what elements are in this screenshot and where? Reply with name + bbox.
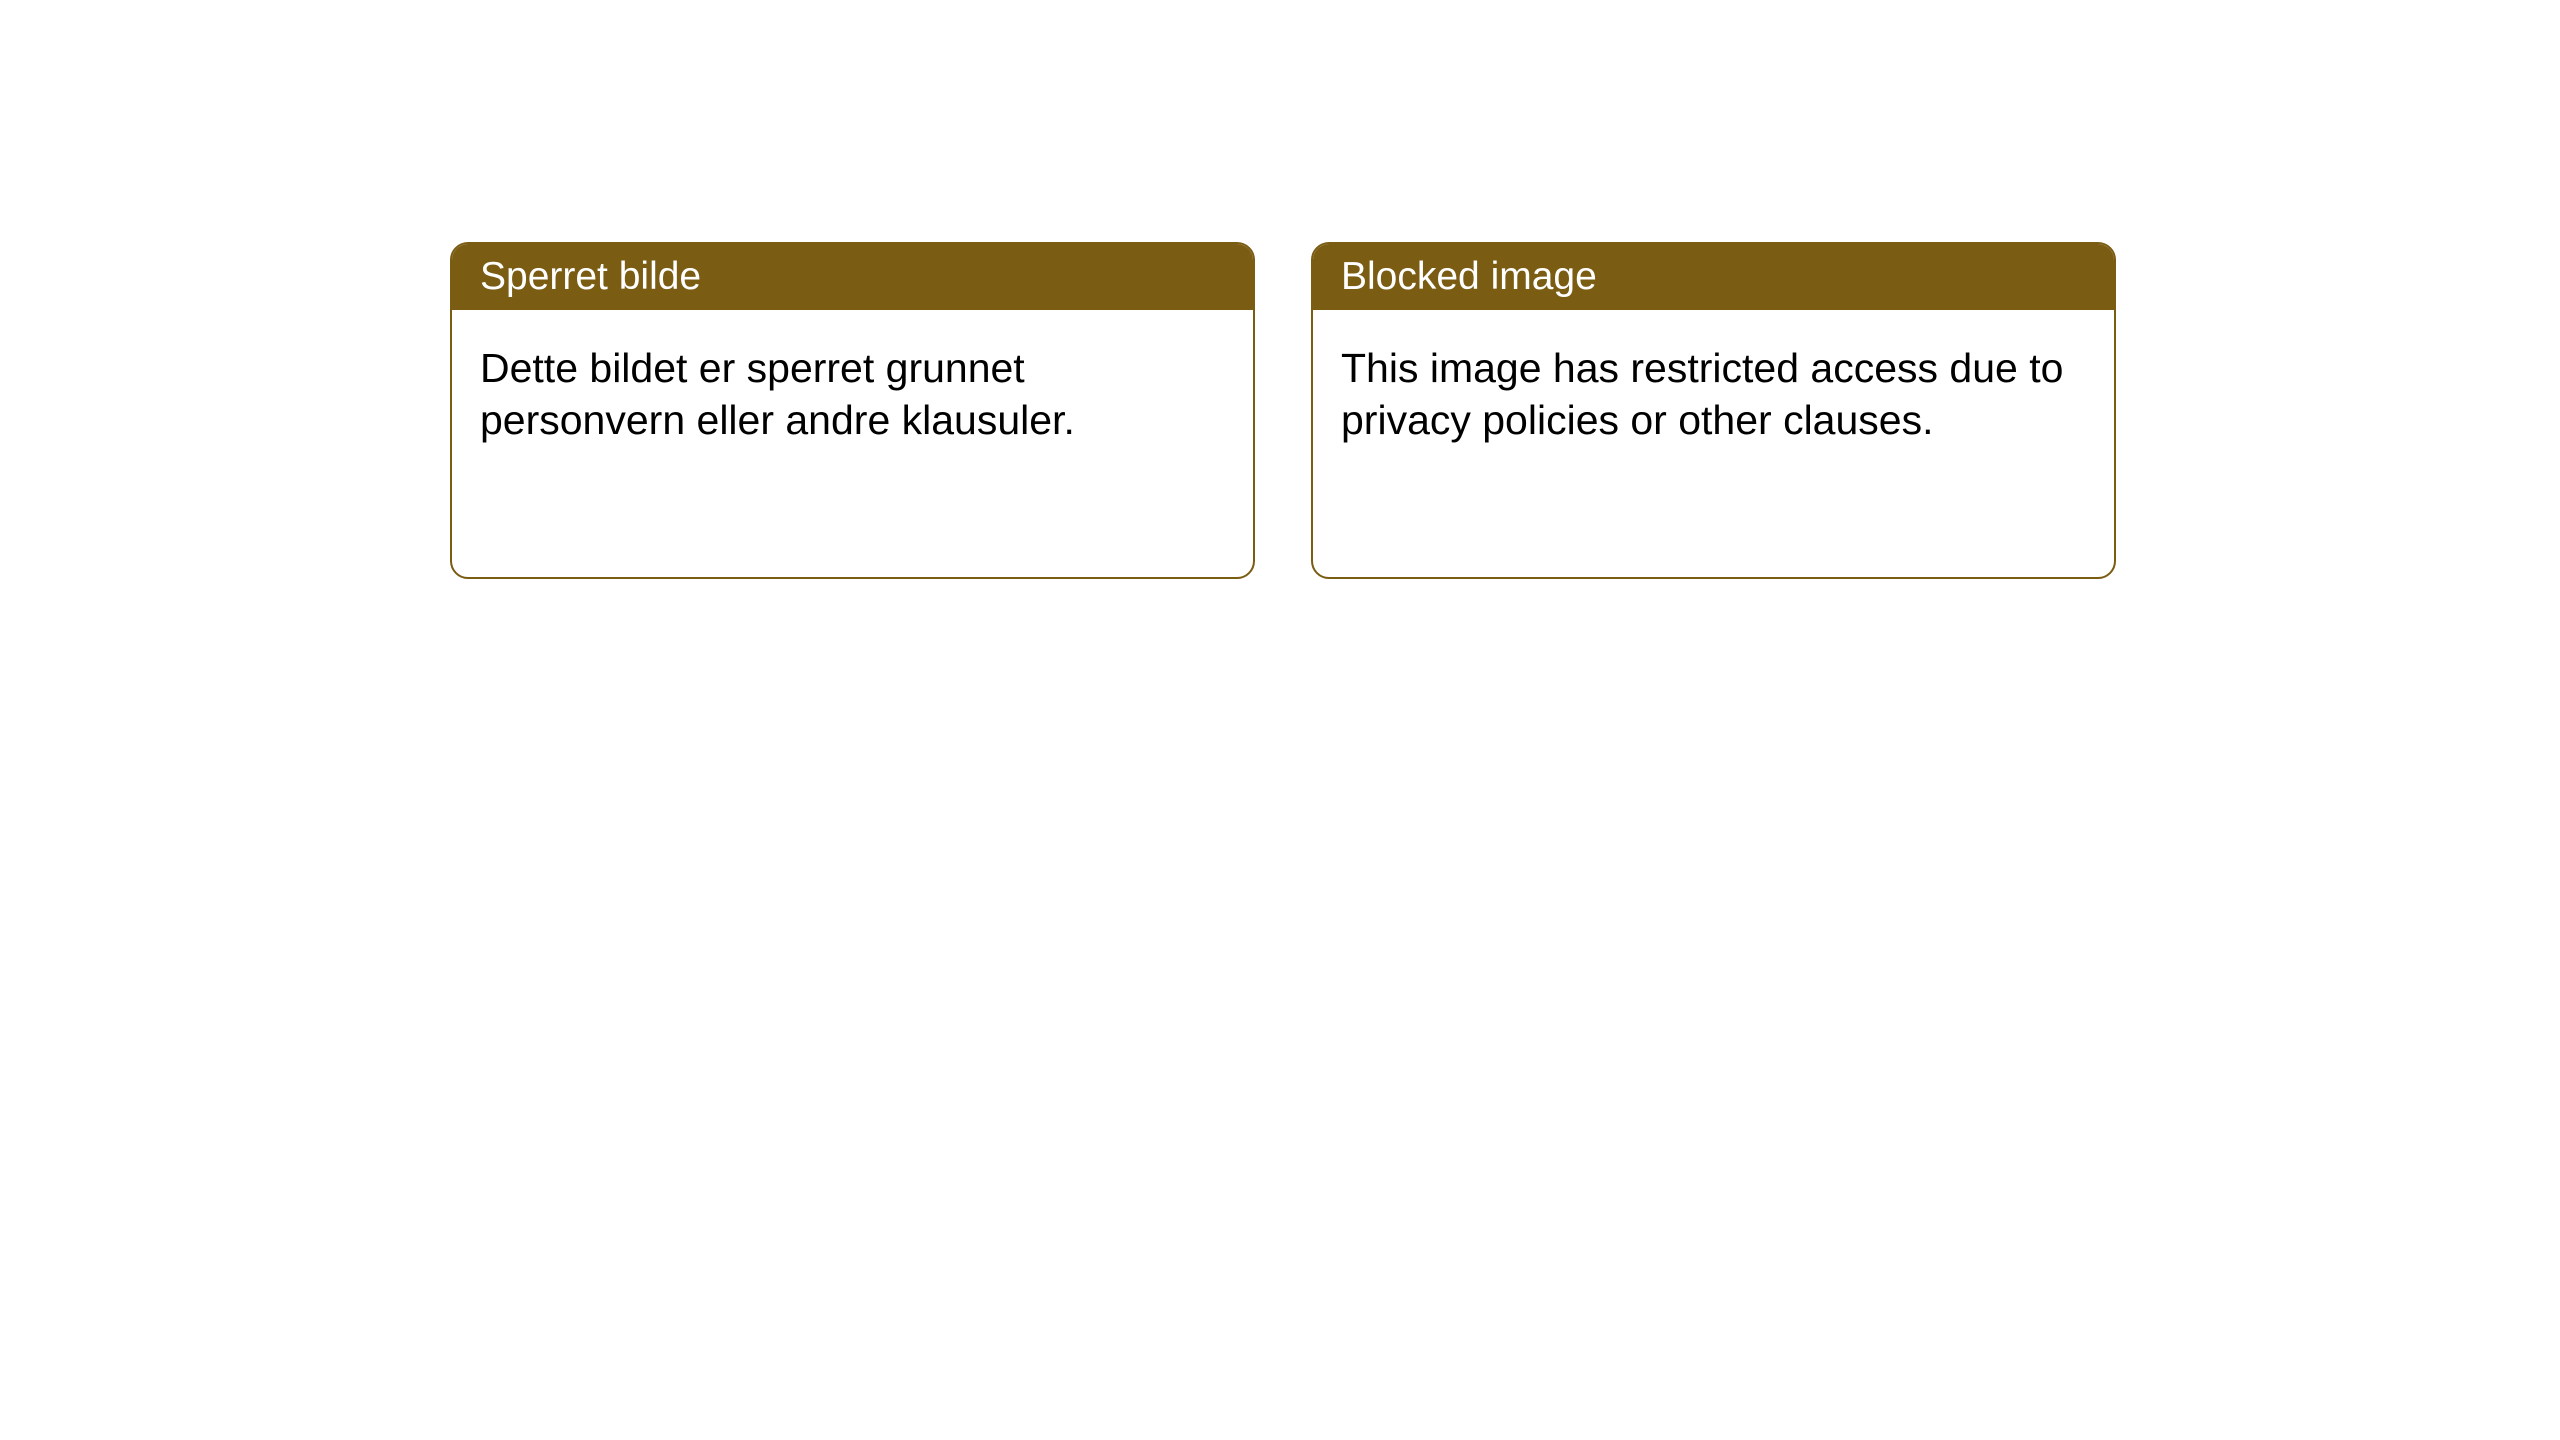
notice-cards-container: Sperret bilde Dette bildet er sperret gr… — [450, 242, 2116, 579]
notice-card-body: Dette bildet er sperret grunnet personve… — [452, 310, 1253, 478]
notice-card-english: Blocked image This image has restricted … — [1311, 242, 2116, 579]
notice-card-header: Sperret bilde — [452, 244, 1253, 310]
notice-card-header: Blocked image — [1313, 244, 2114, 310]
notice-card-body: This image has restricted access due to … — [1313, 310, 2114, 478]
notice-card-norwegian: Sperret bilde Dette bildet er sperret gr… — [450, 242, 1255, 579]
